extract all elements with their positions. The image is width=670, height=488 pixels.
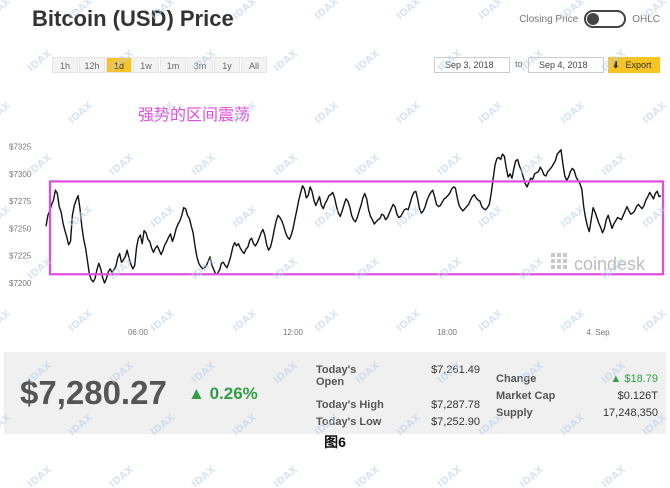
idax-watermark-mark: IDAX	[354, 48, 382, 74]
range-box-annotation	[48, 180, 665, 276]
time-range-selector: 1h 12h 1d 1w 1m 3m 1y All	[52, 57, 268, 73]
logo-dot	[563, 265, 567, 269]
supply-value: 17,248,350	[602, 407, 658, 419]
download-arrow-icon: ⬇	[612, 60, 620, 70]
logo-dot	[557, 259, 561, 263]
range-button-12h[interactable]: 12h	[79, 57, 105, 73]
coindesk-logo-text: coindesk	[574, 254, 646, 274]
idax-watermark-mark: IDAX	[26, 464, 54, 488]
range-annotation-text: 强势的区间震荡	[138, 105, 250, 124]
y-tick-label: $7225	[9, 252, 32, 261]
y-tick-label: $7325	[9, 143, 32, 152]
logo-dot	[557, 265, 561, 269]
price-mode-toggle[interactable]	[584, 10, 627, 28]
up-triangle-small-icon: ▲	[610, 373, 622, 385]
closing-price-label: Closing Price	[519, 13, 579, 25]
change-percent-value: 0.26%	[209, 384, 258, 403]
coindesk-logo: coindesk	[551, 253, 646, 274]
x-tick-label: 12:00	[283, 328, 304, 337]
price-mode-toggle-group: Closing Price OHLC	[519, 10, 660, 28]
idax-watermark-mark: IDAX	[26, 48, 54, 74]
change-value: ▲ $18.79	[610, 373, 658, 385]
stats-panel: $7,280.27 ▲ 0.26% Today's Open $7,261.49 …	[4, 352, 666, 434]
ohlc-label: OHLC	[632, 13, 660, 25]
toggle-knob	[587, 13, 600, 25]
idax-watermark-mark: IDAX	[272, 48, 300, 74]
today-high-value: $7,287.78	[431, 399, 480, 411]
range-button-1h[interactable]: 1h	[52, 57, 78, 73]
export-button[interactable]: ⬇ Export	[608, 57, 660, 73]
idax-watermark-mark: IDAX	[231, 0, 259, 22]
figure-caption: 图6	[324, 434, 346, 450]
idax-watermark-mark: IDAX	[477, 0, 505, 22]
idax-watermark-mark: IDAX	[0, 0, 13, 22]
today-low-label: Today's Low	[316, 416, 382, 428]
date-to-input[interactable]: Sep 4, 2018	[528, 57, 604, 73]
logo-dot	[551, 265, 555, 269]
market-cap-label: Market Cap	[496, 390, 556, 402]
y-tick-label: $7300	[9, 170, 32, 179]
price-chart: $7325 $7300 $7275 $7250 $7225 $7200 06:00 12:00…	[9, 105, 665, 337]
date-from-input[interactable]: Sep 3, 2018	[434, 57, 510, 73]
idax-watermark-mark: IDAX	[436, 464, 464, 488]
change-percent: ▲ 0.26%	[188, 384, 258, 404]
today-high-label: Today's High	[316, 399, 384, 411]
idax-watermark-mark: IDAX	[354, 464, 382, 488]
logo-dot	[563, 253, 567, 257]
y-tick-label: $7275	[9, 197, 32, 206]
idax-watermark-mark: IDAX	[272, 464, 300, 488]
y-tick-label: $7250	[9, 224, 32, 233]
idax-watermark-mark: IDAX	[395, 0, 423, 22]
idax-watermark-mark: IDAX	[518, 464, 546, 488]
up-triangle-icon: ▲	[188, 384, 205, 403]
range-button-1d[interactable]: 1d	[106, 57, 132, 73]
logo-dot	[557, 253, 561, 257]
range-button-3m[interactable]: 3m	[187, 57, 213, 73]
idax-watermark-mark: IDAX	[313, 0, 341, 22]
page-title: Bitcoin (USD) Price	[32, 6, 234, 31]
idax-watermark-mark: IDAX	[600, 464, 628, 488]
idax-watermark-mark: IDAX	[190, 464, 218, 488]
logo-dot	[551, 259, 555, 263]
logo-dot	[563, 259, 567, 263]
range-button-1w[interactable]: 1w	[133, 57, 159, 73]
date-separator: to	[515, 59, 523, 69]
change-label: Change	[496, 373, 537, 385]
y-tick-label: $7200	[9, 279, 32, 288]
x-tick-label: 4. Sep	[586, 328, 610, 337]
market-cap-value: $0.126T	[617, 390, 658, 402]
supply-label: Supply	[496, 407, 533, 419]
today-open-value: $7,261.49	[431, 364, 480, 376]
range-button-1m[interactable]: 1m	[160, 57, 186, 73]
idax-watermark-mark: IDAX	[108, 464, 136, 488]
range-button-all[interactable]: All	[241, 57, 267, 73]
x-tick-label: 18:00	[437, 328, 458, 337]
today-open-label: Today's Open	[316, 364, 357, 388]
logo-dot	[551, 253, 555, 257]
price-series-line	[45, 149, 662, 284]
today-low-value: $7,252.90	[431, 416, 480, 428]
range-button-1y[interactable]: 1y	[214, 57, 240, 73]
x-tick-label: 06:00	[128, 328, 149, 337]
current-price: $7,280.27	[20, 374, 167, 411]
export-label: Export	[625, 60, 652, 70]
